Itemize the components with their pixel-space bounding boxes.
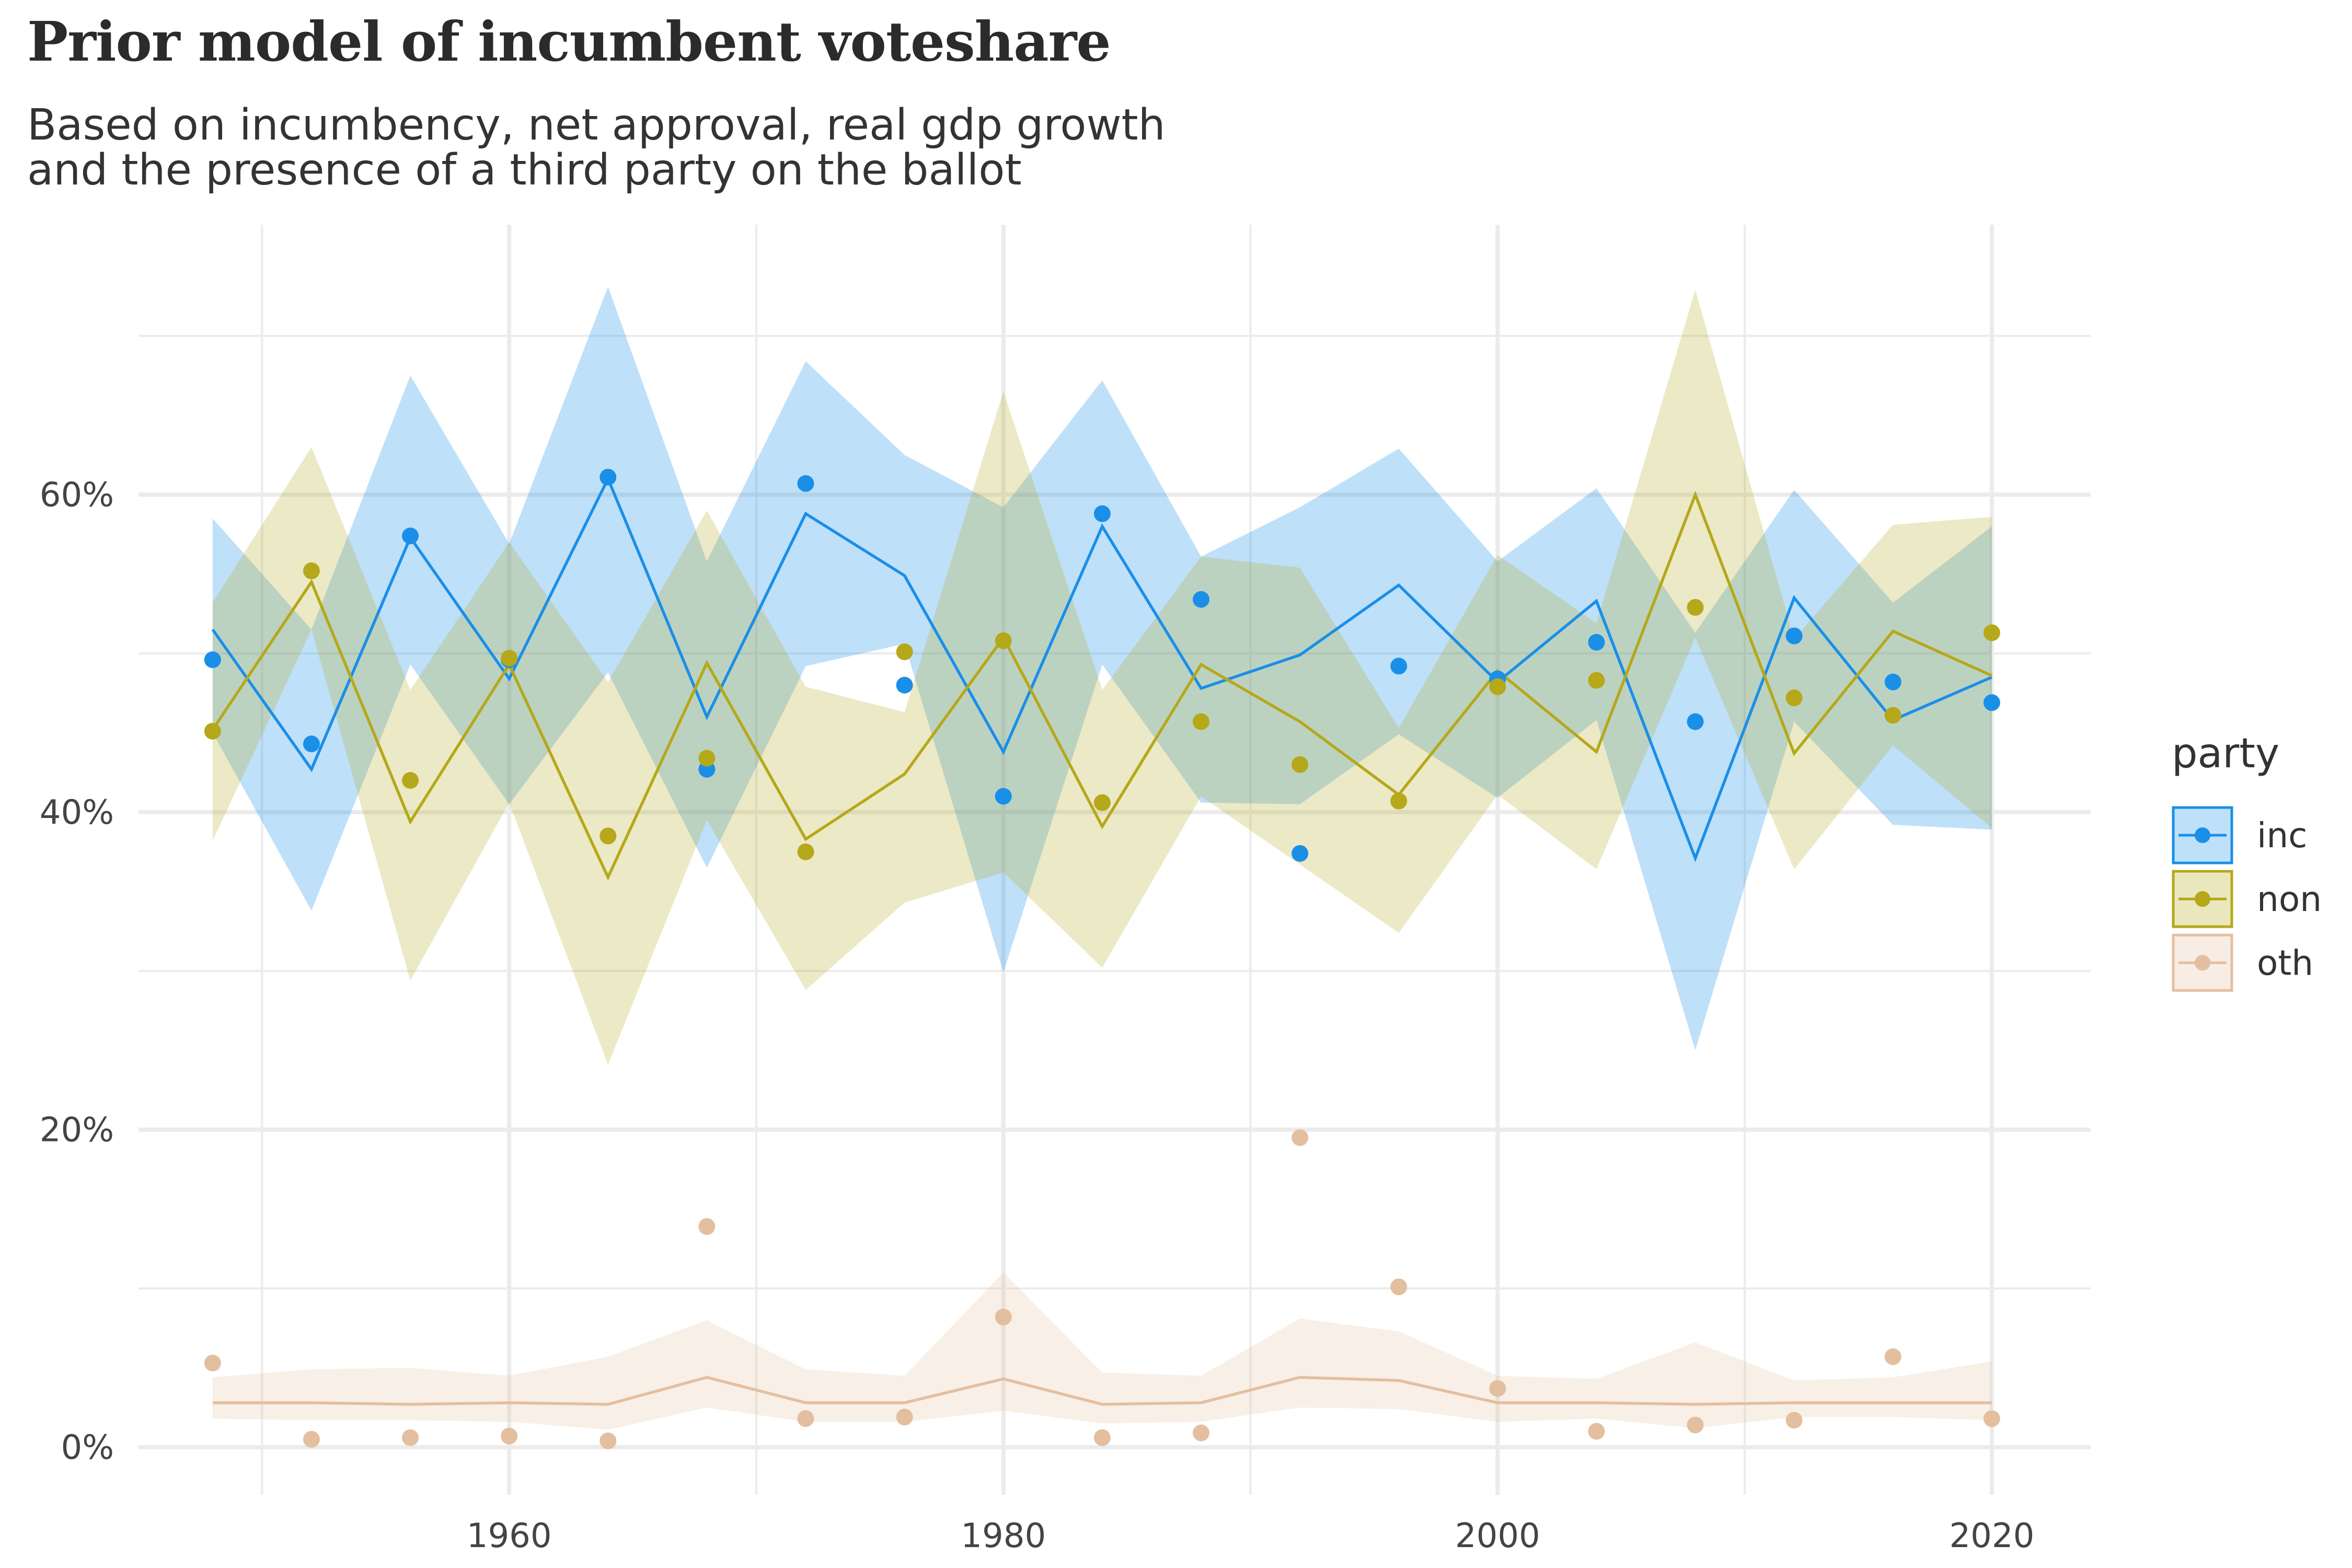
point-non-1964: [599, 827, 617, 845]
point-inc-2016: [1884, 673, 1901, 690]
point-non-1948: [204, 722, 221, 740]
point-oth-1960: [501, 1427, 518, 1445]
point-oth-2000: [1489, 1380, 1506, 1397]
legend-entry-inc: inc: [2172, 806, 2307, 864]
point-oth-2016: [1884, 1348, 1901, 1365]
point-inc-1976: [896, 676, 913, 694]
point-non-1976: [896, 643, 913, 661]
point-inc-1964: [599, 468, 617, 486]
legend-entry-non: non: [2172, 870, 2322, 928]
point-non-1996: [1390, 792, 1408, 810]
point-oth-1948: [204, 1354, 221, 1371]
chart-subtitle-line-2: and the presence of a third party on the…: [27, 145, 1022, 195]
point-oth-1992: [1292, 1129, 1309, 1146]
point-non-1984: [1093, 794, 1111, 811]
y-tick-label: 0%: [61, 1428, 114, 1467]
point-non-1960: [501, 650, 518, 667]
fitted-line-inc: [211, 475, 1992, 862]
point-non-2012: [1785, 689, 1803, 707]
point-inc-1988: [1192, 591, 1209, 608]
chart-title: Prior model of incumbent voteshare: [27, 9, 1111, 74]
chart-subtitle-line-1: Based on incumbency, net approval, real …: [27, 100, 1166, 150]
point-oth-2004: [1588, 1423, 1605, 1440]
point-oth-1976: [896, 1409, 913, 1426]
point-non-2008: [1687, 599, 1704, 616]
ribbon-non: [212, 290, 1992, 1065]
point-oth-1968: [698, 1218, 716, 1235]
point-oth-1988: [1192, 1424, 1209, 1442]
point-oth-1952: [303, 1431, 320, 1448]
point-inc-2012: [1785, 627, 1803, 644]
legend-label-oth: oth: [2257, 943, 2313, 983]
legend-key-point-oth: [2195, 955, 2210, 971]
fitted-line-oth: [212, 1376, 1992, 1406]
y-tick-label: 40%: [40, 793, 114, 832]
legend-label-inc: inc: [2257, 815, 2307, 856]
confidence-ribbons: [212, 286, 1992, 1430]
point-oth-1972: [797, 1410, 814, 1427]
point-oth-1996: [1390, 1278, 1408, 1296]
legend-key-point-non: [2195, 891, 2210, 907]
legend-label-non: non: [2257, 879, 2322, 919]
y-tick-label: 60%: [40, 476, 114, 514]
point-oth-2008: [1687, 1416, 1704, 1434]
point-non-1956: [402, 772, 419, 789]
point-inc-1972: [797, 475, 814, 492]
point-inc-1980: [995, 788, 1012, 805]
legend: party inc non oth: [2172, 730, 2322, 992]
legend-key-point-inc: [2195, 827, 2210, 843]
x-tick-label: 1960: [467, 1517, 552, 1555]
point-non-2020: [1983, 624, 2000, 641]
point-non-1980: [995, 632, 1012, 649]
point-inc-1992: [1292, 845, 1309, 862]
legend-title: party: [2172, 730, 2279, 777]
x-tick-label: 2020: [1949, 1517, 2034, 1555]
point-oth-1964: [599, 1432, 617, 1449]
point-oth-1980: [995, 1308, 1012, 1325]
point-non-1988: [1192, 713, 1209, 730]
point-inc-2008: [1687, 713, 1704, 730]
ribbon-oth: [212, 1272, 1992, 1430]
x-tick-label: 2000: [1455, 1517, 1540, 1555]
point-inc-1948: [204, 651, 221, 668]
point-inc-1984: [1093, 505, 1111, 522]
axis-tick-labels: 0% 20% 40% 60% 1960 1980 2000 2020: [40, 476, 2035, 1555]
point-oth-1956: [402, 1429, 419, 1446]
point-non-1992: [1292, 756, 1309, 773]
point-oth-1984: [1093, 1429, 1111, 1446]
point-non-1952: [303, 562, 320, 580]
legend-entry-oth: oth: [2172, 933, 2313, 992]
actual-points: [204, 468, 2000, 1449]
point-non-2000: [1489, 678, 1506, 695]
point-inc-1952: [303, 735, 320, 753]
point-non-2016: [1884, 707, 1901, 724]
point-oth-2020: [1983, 1410, 2000, 1427]
point-inc-2004: [1588, 633, 1605, 651]
y-tick-label: 20%: [40, 1111, 114, 1149]
x-tick-label: 1980: [961, 1517, 1046, 1555]
point-non-1968: [698, 750, 716, 767]
point-oth-2012: [1785, 1412, 1803, 1429]
ribbon-inc: [212, 286, 1992, 1051]
point-non-1972: [797, 843, 814, 860]
point-inc-1996: [1390, 658, 1408, 675]
point-inc-2020: [1983, 694, 2000, 711]
point-inc-1956: [402, 527, 419, 545]
gridlines: [139, 225, 2091, 1495]
point-non-2004: [1588, 672, 1605, 689]
